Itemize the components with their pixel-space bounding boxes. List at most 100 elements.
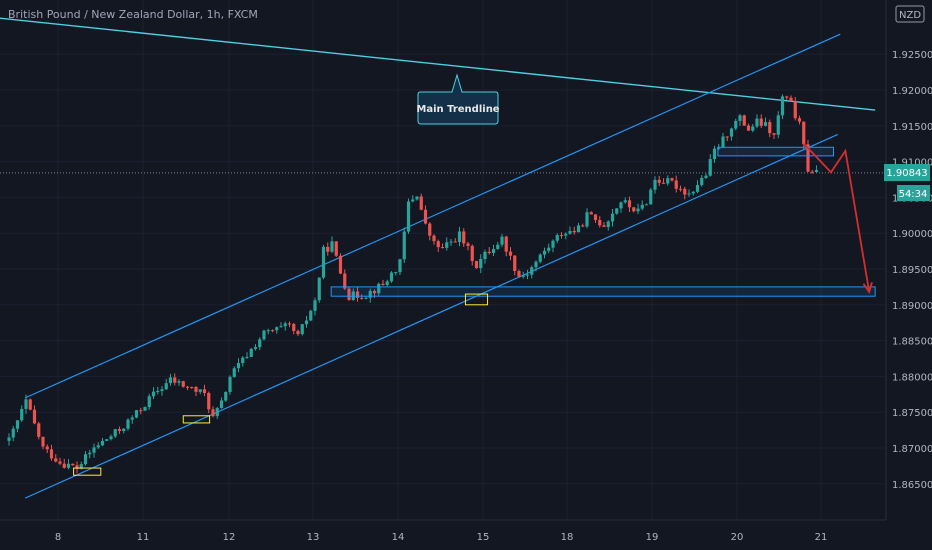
- candle-body: [538, 254, 542, 262]
- candle-body: [746, 125, 751, 131]
- candle-down: [436, 239, 440, 252]
- candle-body: [181, 381, 185, 387]
- candle-body: [623, 200, 627, 203]
- candle-body: [453, 241, 457, 243]
- candle-body: [20, 408, 24, 421]
- candle-body: [449, 241, 453, 243]
- candle-body: [296, 330, 300, 335]
- candle-up: [763, 117, 768, 127]
- candle-down: [360, 294, 364, 300]
- candle-up: [734, 118, 738, 131]
- candle-up: [644, 203, 649, 206]
- candle-up: [776, 111, 780, 139]
- candle-body: [508, 251, 513, 256]
- candle-up: [640, 200, 644, 211]
- channel-upper-line: [24, 33, 841, 399]
- candle-body: [691, 191, 695, 194]
- candle-down: [504, 235, 508, 257]
- candle-body: [270, 330, 275, 332]
- candle-up: [445, 237, 449, 251]
- candle-body: [194, 387, 198, 392]
- candle-body: [79, 464, 83, 469]
- candle-up: [96, 442, 100, 449]
- candle-body: [725, 136, 729, 138]
- candle-body: [780, 96, 785, 116]
- candle-down: [759, 114, 763, 129]
- candle-up: [695, 180, 700, 193]
- candle-body: [768, 122, 772, 134]
- candle-up: [691, 191, 695, 196]
- candle-body: [7, 437, 11, 441]
- candle-body: [666, 178, 670, 184]
- candle-down: [45, 444, 49, 454]
- candle-body: [704, 175, 708, 178]
- candle-down: [661, 178, 666, 184]
- candle-down: [559, 232, 564, 239]
- candle-body: [602, 225, 606, 227]
- channel-lower-line: [24, 133, 838, 499]
- candle-body: [785, 96, 789, 98]
- candle-body: [432, 235, 436, 242]
- candle-body: [708, 159, 712, 176]
- candle-up: [814, 165, 819, 173]
- candle-body: [729, 128, 734, 137]
- candle-down: [589, 211, 593, 215]
- candle-body: [100, 440, 105, 446]
- candle-body: [228, 376, 232, 393]
- candle-up: [83, 451, 88, 466]
- candle-down: [287, 321, 292, 328]
- candle-body: [143, 407, 147, 411]
- x-tick-label: 18: [561, 532, 574, 543]
- candle-body: [530, 267, 534, 275]
- candle-down: [725, 136, 729, 141]
- candle-body: [751, 126, 755, 131]
- candle-body: [619, 202, 623, 209]
- candle-up: [491, 244, 496, 256]
- candle-body: [164, 383, 168, 390]
- candle-body: [491, 248, 496, 254]
- candle-up: [619, 201, 623, 213]
- candle-down: [194, 385, 198, 397]
- candle-down: [432, 234, 436, 245]
- candle-up: [738, 113, 742, 126]
- x-tick-label: 15: [477, 532, 490, 543]
- candle-body: [419, 196, 423, 210]
- x-tick-label: 19: [646, 532, 659, 543]
- candle-up: [712, 145, 717, 163]
- candle-body: [304, 320, 309, 325]
- candle-body: [470, 245, 474, 262]
- candle-down: [347, 286, 351, 301]
- candle-body: [236, 363, 241, 369]
- candle-up: [313, 297, 317, 316]
- candle-body: [109, 436, 113, 440]
- candle-body: [275, 327, 279, 331]
- candle-body: [653, 179, 657, 190]
- candle-up: [164, 379, 168, 390]
- currency-badge[interactable]: NZD: [895, 5, 925, 23]
- candle-body: [190, 386, 194, 388]
- candle-body: [742, 115, 746, 126]
- candle-body: [487, 251, 491, 254]
- candle-up: [249, 347, 253, 358]
- candle-down: [517, 269, 521, 278]
- trendline-annotation[interactable]: Main Trendline: [416, 73, 500, 125]
- candle-body: [462, 231, 466, 244]
- candle-up: [317, 277, 321, 303]
- candle-body: [317, 277, 321, 301]
- candle-body: [683, 188, 687, 195]
- candle-down: [75, 461, 79, 474]
- candle-down: [632, 207, 636, 213]
- candle-up: [147, 393, 151, 410]
- candle-body: [585, 212, 589, 227]
- candle-up: [283, 321, 287, 331]
- projection-path: [803, 143, 871, 293]
- candle-down: [32, 405, 37, 425]
- candle-body: [54, 458, 58, 462]
- candle-body: [66, 463, 71, 468]
- candle-body: [71, 463, 75, 466]
- candle-down: [211, 406, 215, 418]
- candle-body: [151, 391, 156, 397]
- candle-body: [674, 180, 678, 189]
